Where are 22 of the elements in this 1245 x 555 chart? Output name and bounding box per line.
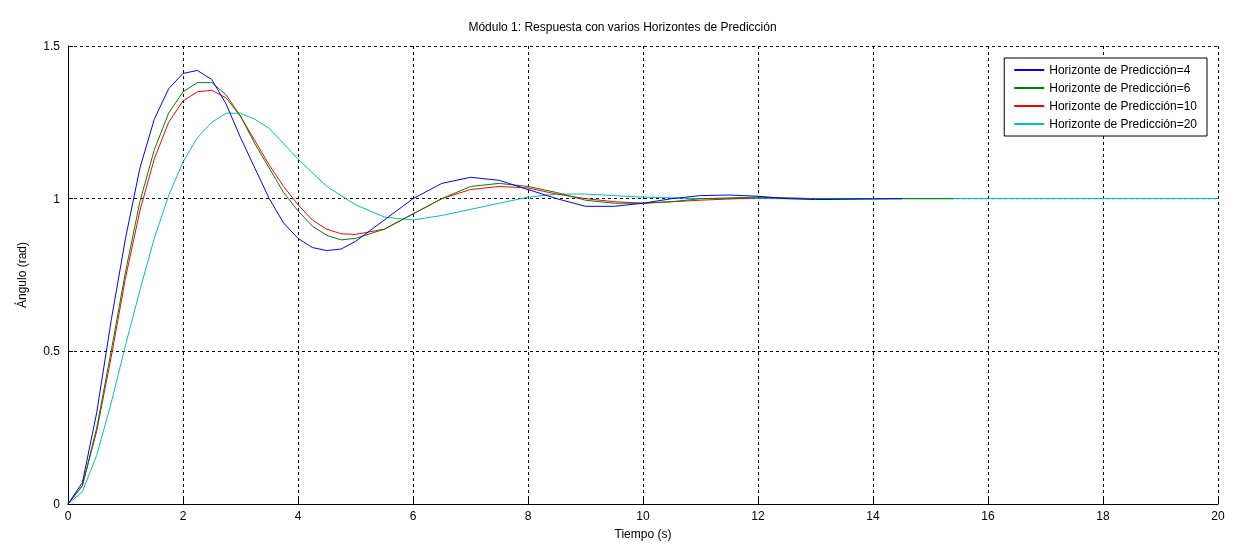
y-tick-label: 1 bbox=[53, 191, 61, 206]
x-tick-label: 16 bbox=[981, 509, 995, 523]
y-axis-title: Ángulo (rad) bbox=[14, 241, 29, 309]
x-tick-label: 20 bbox=[1211, 509, 1225, 523]
x-tick-label: 14 bbox=[866, 509, 880, 523]
chart-title: Módulo 1: Respuesta con varios Horizontes de Predicción bbox=[468, 20, 777, 34]
x-tick-label: 4 bbox=[294, 509, 302, 523]
legend-label: Horizonte de Predicción=4 bbox=[1049, 63, 1191, 77]
y-tick-label: 0 bbox=[53, 497, 61, 511]
x-tick-label: 0 bbox=[64, 509, 72, 523]
y-tick-label: 0.5 bbox=[43, 344, 61, 359]
x-tick-label: 8 bbox=[524, 509, 532, 523]
x-tick-label: 12 bbox=[751, 509, 765, 523]
x-tick-label: 10 bbox=[636, 509, 650, 523]
x-tick-label: 6 bbox=[409, 509, 417, 523]
x-axis-title: Tiempo (s) bbox=[614, 527, 672, 541]
legend-label: Horizonte de Predicción=6 bbox=[1049, 81, 1191, 95]
y-tick-label: 1.5 bbox=[43, 39, 61, 53]
legend-label: Horizonte de Predicción=10 bbox=[1049, 99, 1198, 113]
x-tick-label: 18 bbox=[1096, 509, 1110, 523]
legend-label: Horizonte de Predicción=20 bbox=[1049, 117, 1198, 131]
x-tick-label: 2 bbox=[179, 509, 187, 523]
